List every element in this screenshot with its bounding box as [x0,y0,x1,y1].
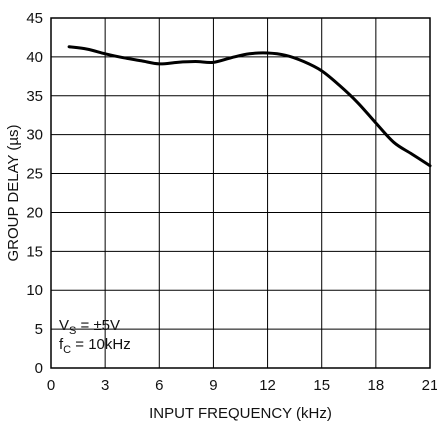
x-tick-label: 0 [47,377,55,394]
y-tick-label: 10 [26,282,43,299]
cutoff-frequency-value: = 10kHz [71,336,131,353]
x-tick-label: 18 [368,377,385,394]
supply-voltage-value: = ±5V [76,317,120,334]
y-tick-label: 0 [35,360,43,377]
cutoff-frequency-main: f [59,336,64,353]
conditions-annotation: VS = ±5V fC = 10kHz [59,317,131,356]
x-tick-label: 9 [209,377,217,394]
x-tick-label: 12 [259,377,276,394]
y-tick-label: 5 [35,321,43,338]
y-tick-label: 15 [26,243,43,260]
x-axis-label: INPUT FREQUENCY (kHz) [149,405,332,422]
supply-voltage-main: V [59,317,69,334]
y-tick-label: 35 [26,88,43,105]
grid [51,18,430,368]
y-tick-label: 20 [26,204,43,221]
x-tick-label: 21 [422,377,437,394]
y-tick-label: 40 [26,49,43,66]
x-tick-label: 3 [101,377,109,394]
y-tick-label: 45 [26,10,43,27]
cutoff-frequency-subscript: C [63,344,71,356]
y-axis-label: GROUP DELAY (µs) [5,124,22,261]
y-tick-label: 30 [26,127,43,144]
x-tick-label: 15 [313,377,330,394]
supply-voltage-subscript: S [69,325,76,337]
x-tick-label: 6 [155,377,163,394]
tick-labels: 0 3 6 9 12 15 18 21 0 5 10 15 20 25 30 35 40 45 [26,10,437,394]
y-tick-label: 25 [26,166,43,183]
cutoff-frequency-annotation: fC = 10kHz [59,336,131,356]
plot-frame [50,17,431,369]
supply-voltage-annotation: VS = ±5V [59,317,120,337]
series-layer [67,45,432,168]
group-delay-curve [67,45,432,168]
